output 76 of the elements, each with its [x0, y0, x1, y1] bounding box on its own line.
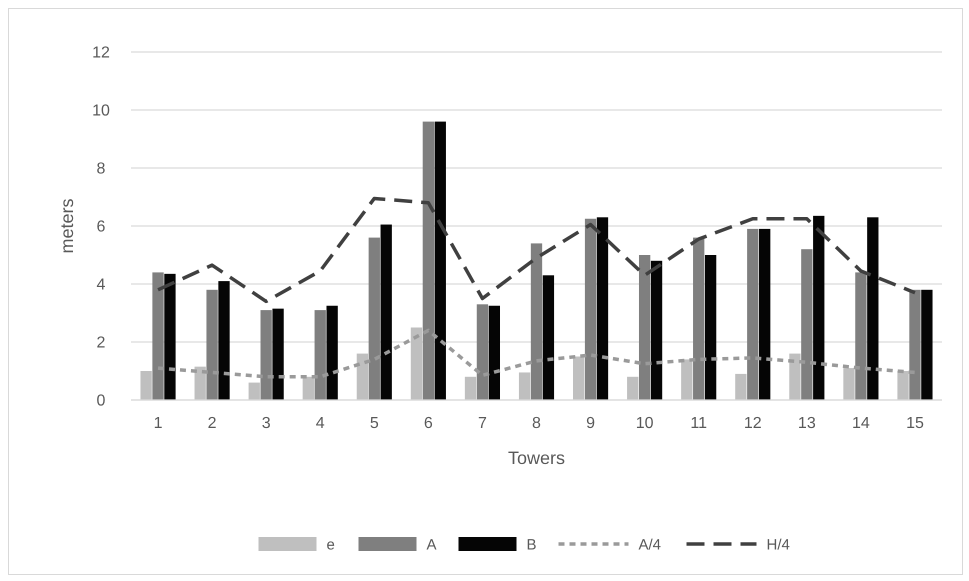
- bar: [518, 372, 530, 400]
- bar: [813, 216, 824, 400]
- bar: [422, 122, 434, 400]
- legend-label: e: [326, 536, 335, 554]
- y-tick-label: 0: [96, 392, 106, 410]
- x-tick-label: 13: [798, 415, 816, 432]
- y-axis-title: meters: [57, 198, 77, 254]
- x-tick-label: 5: [370, 415, 379, 432]
- bar: [218, 281, 230, 400]
- bar: [704, 255, 716, 400]
- bar: [867, 217, 878, 400]
- x-tick-label: 11: [690, 415, 708, 432]
- bar: [747, 228, 758, 400]
- x-tick-label: 4: [316, 415, 325, 432]
- legend-label: H/4: [766, 536, 790, 554]
- bar: [206, 290, 218, 400]
- x-tick-label: 3: [262, 415, 271, 432]
- x-tick-label: 6: [424, 415, 433, 432]
- legend-label: B: [526, 536, 537, 554]
- bar: [627, 376, 638, 400]
- bar: [302, 376, 314, 400]
- bar: [855, 272, 867, 400]
- x-tick-label: 7: [478, 415, 487, 432]
- y-tick-label: 6: [96, 218, 106, 236]
- bar: [488, 306, 500, 400]
- y-tick-label: 2: [96, 334, 106, 352]
- legend-label: A: [426, 536, 437, 554]
- x-tick-label: 2: [208, 415, 217, 432]
- bar: [693, 238, 704, 400]
- x-axis-title: Towers: [508, 448, 566, 468]
- bar: [530, 243, 542, 400]
- y-tick-label: 12: [92, 44, 110, 62]
- bar: [789, 354, 801, 400]
- bar: [380, 224, 392, 400]
- line-series: [156, 328, 917, 379]
- bar: [921, 290, 933, 400]
- bar: [326, 306, 338, 400]
- x-tick-label: 12: [744, 415, 762, 432]
- bar: [260, 310, 272, 400]
- bar: [164, 274, 176, 400]
- bar: [464, 376, 476, 400]
- x-tick-label: 9: [586, 415, 596, 432]
- bar: [410, 328, 422, 400]
- bar: [314, 310, 326, 400]
- bar: [843, 368, 855, 400]
- x-tick-label: 15: [906, 415, 924, 432]
- bar: [584, 218, 596, 400]
- bar: [735, 374, 747, 400]
- y-tick-label: 10: [92, 102, 110, 120]
- bar: [681, 359, 692, 400]
- bar: [368, 238, 380, 400]
- x-tick-label: 1: [154, 415, 163, 432]
- bar: [596, 217, 608, 400]
- bar: [356, 354, 368, 400]
- y-tick-label: 4: [96, 276, 106, 294]
- bar: [194, 366, 206, 400]
- x-tick-label: 10: [636, 415, 654, 432]
- y-tick-label: 8: [96, 160, 106, 178]
- bar: [248, 382, 260, 400]
- bar: [152, 272, 164, 400]
- bar: [542, 275, 554, 400]
- x-tick-label: 14: [852, 415, 870, 432]
- bar: [801, 249, 812, 400]
- bar: [272, 308, 284, 400]
- bar: [476, 304, 488, 400]
- x-tick-label: 8: [532, 415, 542, 432]
- bar: [572, 356, 584, 400]
- bar: [434, 122, 446, 400]
- bar: [638, 255, 650, 400]
- bar: [909, 290, 921, 400]
- bar: [759, 228, 770, 400]
- bar: [140, 371, 152, 400]
- line-series: [156, 196, 917, 304]
- bar: [897, 371, 909, 400]
- legend-label: A/4: [638, 536, 662, 554]
- bar: [650, 260, 662, 400]
